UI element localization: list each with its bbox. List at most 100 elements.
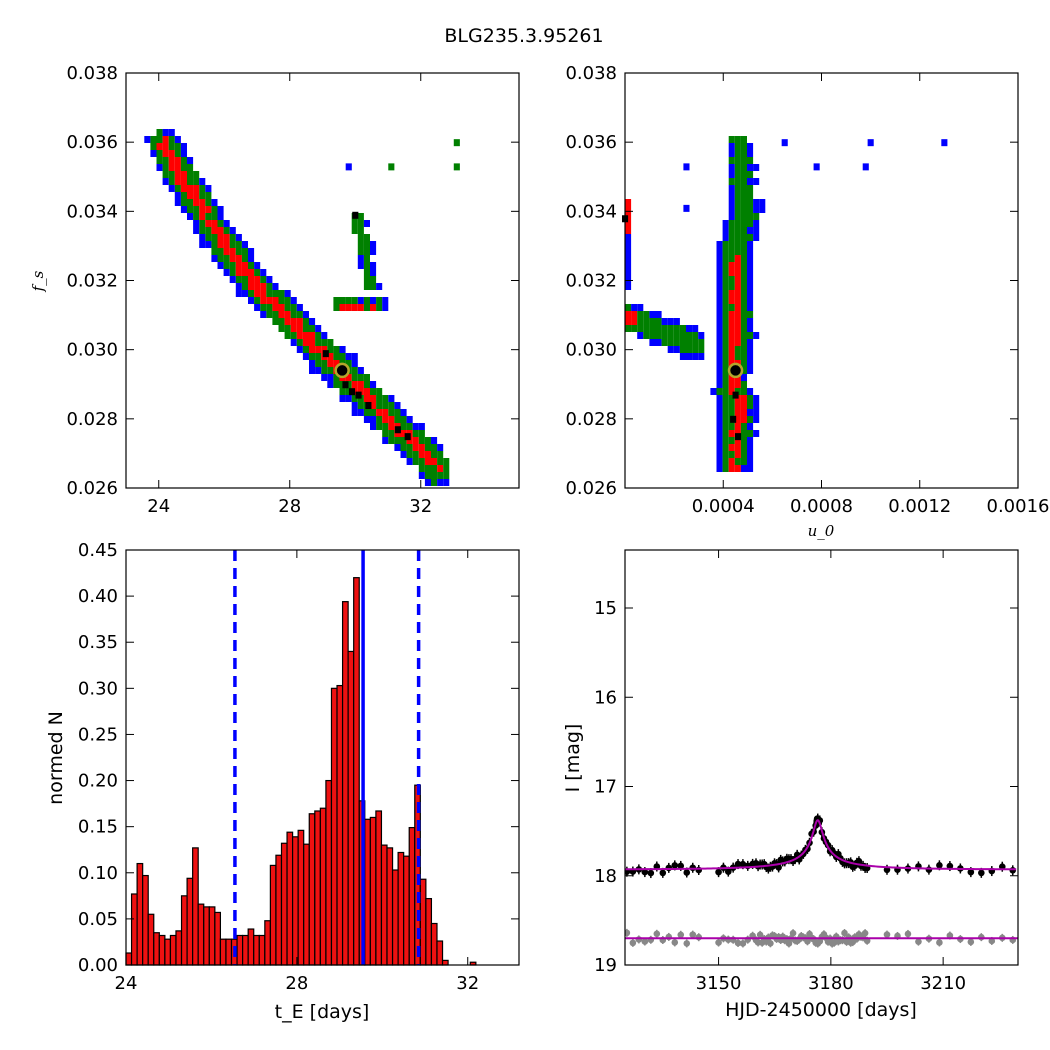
heatmap-cell	[290, 318, 297, 325]
heatmap-cell	[376, 423, 383, 430]
heatmap-cell	[728, 227, 735, 234]
heatmap-cell	[753, 199, 760, 206]
heatmap-cell	[357, 234, 364, 241]
residual-point	[625, 929, 631, 937]
heatmap-cell	[722, 360, 729, 367]
heatmap-cell	[747, 227, 754, 234]
heatmap-cell	[406, 416, 413, 423]
heatmap-cell	[753, 227, 760, 234]
heatmap-cell	[199, 178, 206, 185]
heatmap-cell	[327, 346, 334, 353]
heatmap-cell	[740, 262, 747, 269]
heatmap-cell	[174, 164, 181, 171]
heatmap-cell	[296, 304, 303, 311]
heatmap-cell	[144, 136, 151, 143]
heatmap-core-cell	[404, 433, 411, 441]
heatmap-cell	[174, 136, 181, 143]
heatmap-cell	[400, 451, 407, 458]
heatmap-cell	[734, 465, 741, 472]
heatmap-cell	[412, 451, 419, 458]
heatmap-outlier-cell	[867, 139, 874, 147]
heatmap-cell	[217, 241, 224, 248]
heatmap-cell	[722, 395, 729, 402]
heatmap-cell	[740, 353, 747, 360]
heatmap-cell	[740, 339, 747, 346]
heatmap-cell	[199, 206, 206, 213]
heatmap-cell	[631, 304, 638, 311]
heatmap-cell	[254, 262, 261, 269]
histogram-bar	[275, 854, 283, 966]
heatmap-cell	[199, 185, 206, 192]
heatmap-cell	[168, 129, 175, 136]
heatmap-cell	[437, 479, 444, 486]
heatmap-cell	[309, 353, 316, 360]
heatmap-cell	[211, 220, 218, 227]
heatmap-cell	[357, 220, 364, 227]
heatmap-cell	[728, 444, 735, 451]
data-point	[775, 864, 782, 871]
histogram-bar	[380, 844, 388, 966]
heatmap-cell	[437, 444, 444, 451]
heatmap-cell	[235, 269, 242, 276]
heatmap-cell	[740, 192, 747, 199]
heatmap-cell	[747, 332, 754, 339]
histogram-bar	[175, 930, 183, 966]
heatmap-cell	[162, 157, 169, 164]
histogram-bar	[330, 687, 338, 966]
heatmap-cell	[716, 451, 723, 458]
heatmap-cell	[290, 304, 297, 311]
bottom-right-axes-frame	[624, 549, 1019, 966]
heatmap-cell	[740, 304, 747, 311]
heatmap-cell	[740, 332, 747, 339]
heatmap-cell	[260, 290, 267, 297]
heatmap-cell	[734, 283, 741, 290]
y-tick-label: 0.15	[78, 817, 118, 838]
heatmap-cell	[199, 220, 206, 227]
heatmap-cell	[728, 283, 735, 290]
heatmap-cell	[728, 248, 735, 255]
heatmap-cell	[728, 143, 735, 150]
y-tick-label: 0.45	[78, 540, 118, 561]
heatmap-cell	[180, 150, 187, 157]
histogram-bar	[225, 938, 233, 966]
heatmap-cell	[740, 318, 747, 325]
top-right-ticks: 0.0004 0.0008 0.0012 0.0016 0.026 0.028 0.030 0…	[565, 63, 1049, 517]
heatmap-cell	[747, 262, 754, 269]
heatmap-cell	[388, 423, 395, 430]
heatmap-cell	[400, 416, 407, 423]
heatmap-cell	[370, 304, 377, 311]
heatmap-cell	[722, 339, 729, 346]
heatmap-cell	[187, 213, 194, 220]
heatmap-cell	[728, 185, 735, 192]
heatmap-cell	[686, 332, 693, 339]
x-tick-label: 3210	[920, 973, 966, 994]
heatmap-cell	[254, 276, 261, 283]
heatmap-cell	[339, 297, 346, 304]
heatmap-cell	[728, 297, 735, 304]
heatmap-cell	[625, 199, 632, 206]
heatmap-cell	[753, 430, 760, 437]
heatmap-cell	[734, 157, 741, 164]
heatmap-cell	[174, 192, 181, 199]
heatmap-cell	[187, 157, 194, 164]
histogram-bar	[236, 934, 244, 966]
heatmap-cell	[716, 353, 723, 360]
histogram-bar	[280, 842, 288, 966]
heatmap-cell	[229, 269, 236, 276]
heatmap-cell	[728, 381, 735, 388]
y-tick-label: 0.036	[66, 132, 118, 153]
heatmap-cell	[370, 388, 377, 395]
heatmap-cell	[443, 472, 450, 479]
bottom-right-xlabel: HJD-2450000 [days]	[725, 999, 917, 1021]
heatmap-cell	[716, 465, 723, 472]
heatmap-cell	[643, 311, 650, 318]
heatmap-cell	[406, 458, 413, 465]
data-point	[967, 868, 975, 876]
heatmap-cell	[150, 150, 157, 157]
heatmap-cell	[747, 325, 754, 332]
heatmap-cell	[266, 276, 273, 283]
heatmap-cell	[357, 402, 364, 409]
data-point	[978, 869, 985, 877]
heatmap-cell	[698, 353, 705, 360]
heatmap-cell	[753, 213, 760, 220]
